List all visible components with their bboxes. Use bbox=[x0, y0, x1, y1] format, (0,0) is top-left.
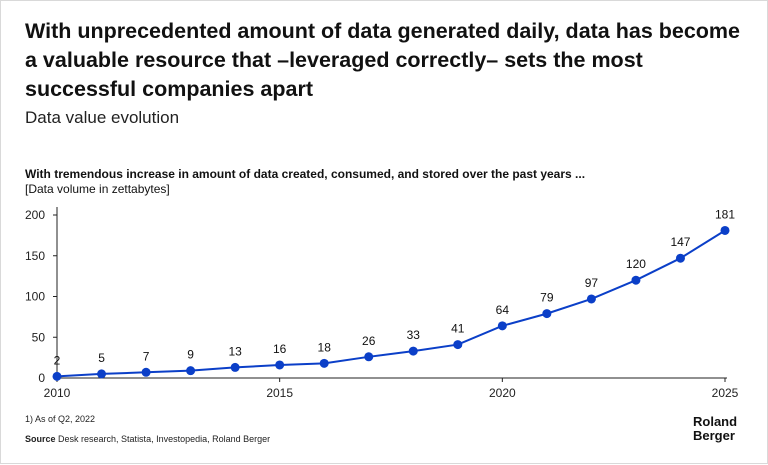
data-label: 79 bbox=[540, 291, 554, 305]
x-tick-label: 2015 bbox=[266, 386, 293, 400]
x-tick-label: 2010 bbox=[44, 386, 71, 400]
data-label: 13 bbox=[228, 344, 242, 358]
data-label: 33 bbox=[407, 328, 421, 342]
data-label: 2 bbox=[54, 353, 61, 367]
data-point bbox=[275, 360, 285, 370]
data-label: 16 bbox=[273, 342, 287, 356]
y-tick-label: 100 bbox=[25, 290, 45, 304]
data-point bbox=[364, 352, 374, 362]
data-label: 41 bbox=[451, 322, 465, 336]
data-point bbox=[408, 346, 418, 356]
logo-line-1: Roland bbox=[693, 414, 738, 429]
data-label: 97 bbox=[585, 276, 599, 290]
source-note: Source Desk research, Statista, Investop… bbox=[25, 434, 270, 444]
x-tick-label: 2025 bbox=[712, 386, 739, 400]
y-tick-label: 150 bbox=[25, 249, 45, 263]
source-label: Source bbox=[25, 434, 56, 444]
data-point bbox=[720, 225, 730, 235]
data-point bbox=[186, 366, 196, 376]
headline: With unprecedented amount of data genera… bbox=[25, 19, 741, 101]
data-label: 5 bbox=[98, 351, 105, 365]
footnote: 1) As of Q2, 2022 bbox=[25, 414, 96, 424]
data-label: 120 bbox=[626, 257, 646, 271]
data-point bbox=[230, 362, 240, 372]
data-label: 7 bbox=[143, 349, 150, 363]
roland-berger-logo: Roland Berger bbox=[693, 415, 737, 443]
data-point bbox=[542, 309, 552, 319]
y-tick-label: 0 bbox=[38, 371, 45, 385]
chart-unit-label: [Data volume in zettabytes] bbox=[25, 182, 170, 196]
data-point bbox=[319, 358, 329, 368]
data-point bbox=[52, 371, 62, 381]
data-label: 9 bbox=[187, 348, 194, 362]
source-text: Desk research, Statista, Investopedia, R… bbox=[58, 434, 271, 444]
data-point bbox=[141, 367, 151, 377]
data-label: 181 bbox=[715, 207, 735, 221]
x-tick-label: 2020 bbox=[489, 386, 516, 400]
series-line bbox=[56, 229, 726, 378]
data-label: 26 bbox=[362, 334, 376, 348]
data-point bbox=[675, 253, 685, 263]
data-label: 64 bbox=[496, 303, 510, 317]
y-tick-label: 50 bbox=[32, 330, 46, 344]
data-label: 18 bbox=[318, 340, 332, 354]
data-point bbox=[631, 275, 641, 285]
y-tick-label: 200 bbox=[25, 208, 45, 222]
chart-title: With tremendous increase in amount of da… bbox=[25, 167, 586, 181]
data-point bbox=[586, 294, 596, 304]
data-label: 147 bbox=[670, 235, 690, 249]
logo-line-2: Berger bbox=[693, 428, 735, 443]
data-point bbox=[497, 321, 507, 331]
data-point bbox=[97, 369, 107, 379]
page-subtitle: Data value evolution bbox=[25, 108, 180, 127]
data-point bbox=[453, 340, 463, 350]
